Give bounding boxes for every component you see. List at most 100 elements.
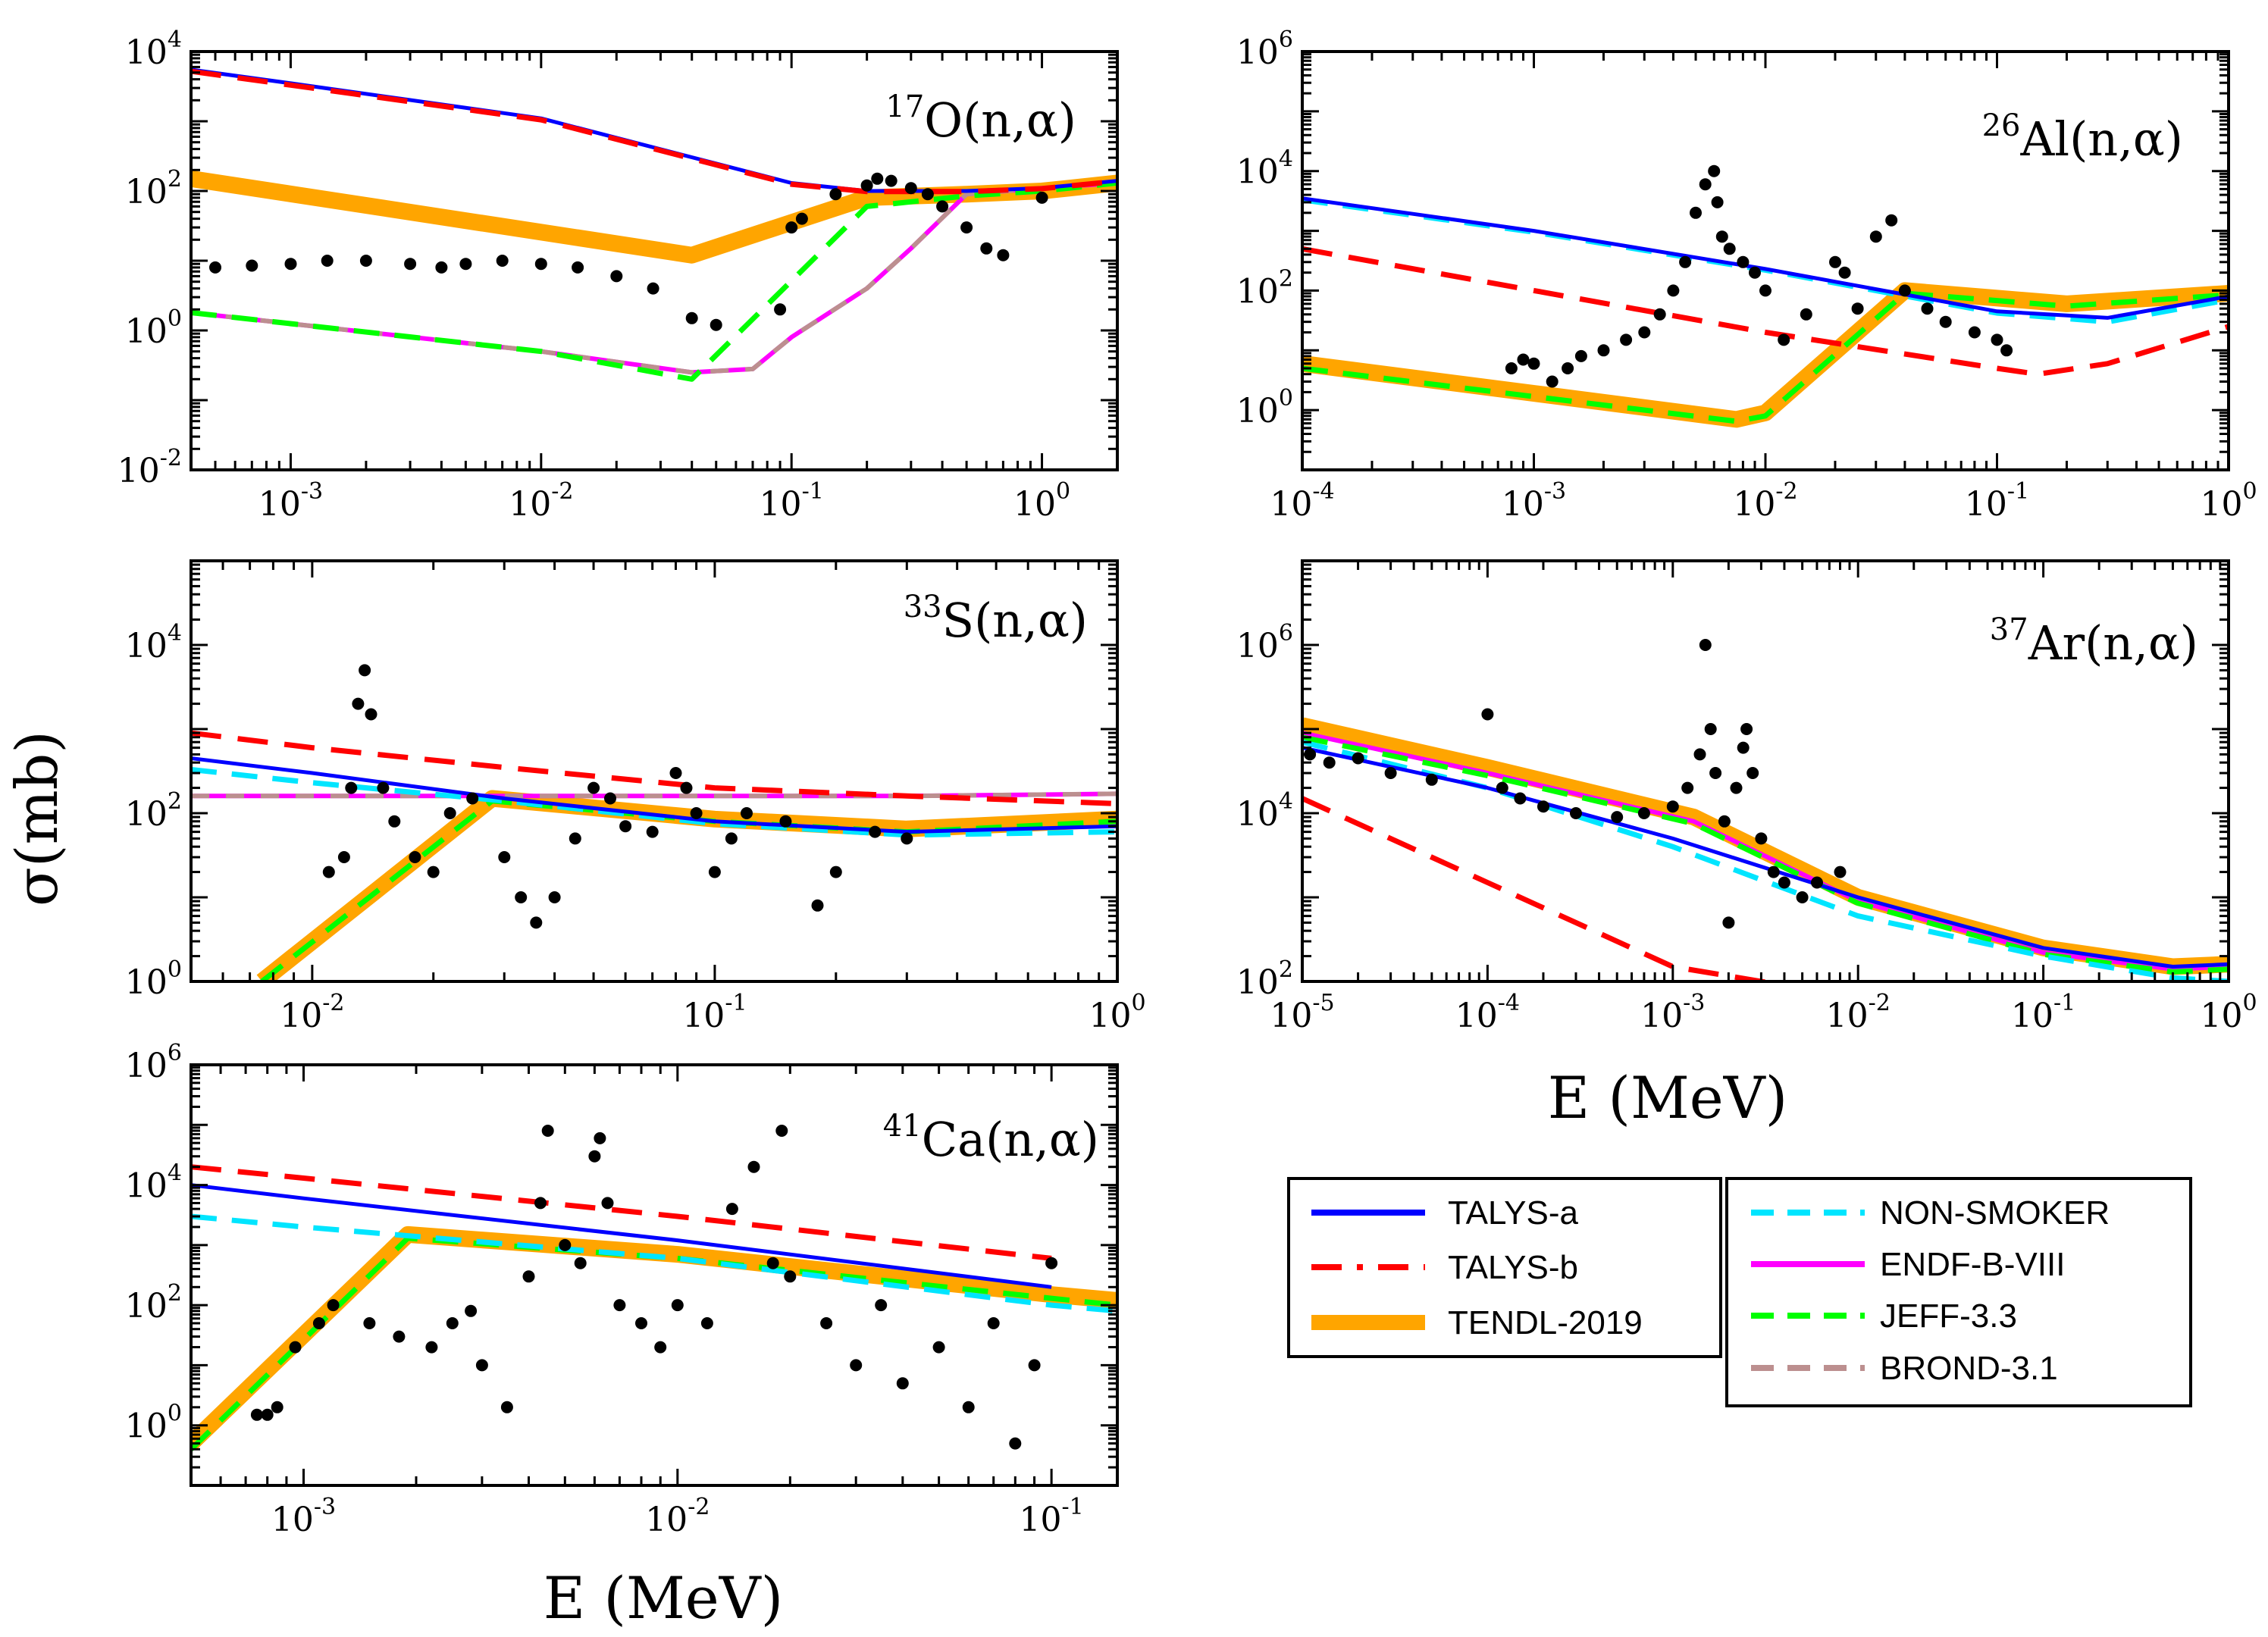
experimental-point [1481, 708, 1494, 721]
experimental-point [1667, 284, 1680, 297]
experimental-point [725, 832, 738, 845]
experimental-point [359, 255, 372, 267]
experimental-point [1352, 752, 1364, 765]
x-tick-label: 10-2 [645, 1494, 710, 1539]
x-tick-label: 10-1 [682, 990, 747, 1035]
experimental-point [1009, 1437, 1022, 1450]
experimental-point [388, 815, 401, 828]
x-tick-label: 100 [1013, 478, 1070, 524]
experimental-point [1939, 315, 1952, 328]
experimental-point [1991, 333, 2003, 346]
y-tick-label: 100 [125, 956, 182, 1002]
experimental-point [1730, 781, 1743, 794]
x-tick-label: 10-3 [1640, 990, 1705, 1035]
experimental-point [1796, 891, 1809, 903]
experimental-point [1811, 876, 1823, 889]
plot-area [191, 664, 1117, 981]
experimental-point [246, 259, 258, 272]
experimental-point [671, 1299, 684, 1312]
experimental-point [646, 825, 659, 838]
experimental-point [365, 708, 377, 721]
experimental-point [1898, 284, 1911, 297]
series-tendl-2019 [191, 1225, 1117, 1450]
experimental-point [1723, 243, 1736, 255]
x-tick-label: 10-3 [258, 478, 323, 524]
experimental-point [921, 188, 934, 201]
legend-label-talys-a: TALYS-a [1448, 1194, 1579, 1232]
experimental-point [1527, 357, 1540, 370]
legend-label-endf-b-viii: ENDF-B-VIII [1880, 1246, 2065, 1283]
experimental-point [209, 261, 221, 274]
series-non-smoker [191, 766, 1117, 838]
experimental-point [1514, 792, 1527, 805]
y-tick-label: 104 [1236, 146, 1293, 192]
legend-label-non-smoker: NON-SMOKER [1880, 1194, 2110, 1232]
series-talys-a [1302, 746, 2229, 969]
experimental-point [1384, 767, 1397, 779]
series-jeff-3-3 [1302, 734, 2229, 975]
plot-area [1302, 639, 2229, 981]
experimental-point [774, 303, 787, 316]
experimental-point [466, 792, 479, 805]
experimental-point [1711, 196, 1724, 208]
experimental-point [785, 221, 798, 234]
experimental-point [1570, 807, 1582, 819]
experimental-point [700, 1317, 713, 1329]
x-tick-label: 10-3 [271, 1494, 336, 1539]
experimental-point [322, 865, 335, 878]
experimental-point [775, 1125, 788, 1137]
experimental-point [404, 258, 417, 271]
x-tick-label: 100 [1089, 990, 1145, 1035]
experimental-point [327, 1299, 340, 1312]
experimental-point [1800, 308, 1812, 321]
experimental-point [1637, 807, 1650, 819]
series-jeff-3-3 [1302, 290, 2229, 424]
experimental-point [289, 1341, 302, 1354]
x-tick-label: 10-2 [1826, 990, 1891, 1035]
legend-label-jeff-3-3: JEFF-3.3 [1880, 1297, 2017, 1335]
panels: 10-3 10-2 10-1 100 10-2 100 102 104 17O(n,α) 10-4… [117, 27, 2257, 1539]
experimental-point [312, 1317, 325, 1329]
experimental-point [359, 664, 371, 677]
experimental-point [559, 1238, 572, 1251]
plot-frame [190, 1063, 1119, 1487]
x-tick-label: 100 [2200, 990, 2257, 1035]
legend-right: NON-SMOKER ENDF-B-VIII JEFF-3.3 BROND-3.… [1725, 1177, 2192, 1407]
experimental-point [784, 1270, 797, 1283]
y-tick-label: 106 [125, 1040, 182, 1085]
panel-2: 10-4 10-3 10-2 10-1 100 100 102 104 106 26Al(n,α) [1236, 27, 2257, 524]
experimental-point [860, 179, 873, 192]
experimental-point [850, 1359, 863, 1372]
experimental-point [1562, 362, 1574, 374]
y-tick-label: 102 [1236, 265, 1293, 311]
series-brond-3-1 [191, 180, 1117, 375]
y-tick-label: 104 [125, 27, 182, 72]
experimental-point [1709, 767, 1722, 779]
x-tick-label: 10-1 [1965, 478, 2029, 524]
panel-1: 10-3 10-2 10-1 100 10-2 100 102 104 17O(n,α) [117, 27, 1119, 524]
experimental-point [345, 781, 358, 794]
legend-label-brond-3-1: BROND-3.1 [1880, 1350, 2058, 1387]
experimental-point [1921, 302, 1934, 315]
x-tick-label: 100 [2200, 478, 2257, 524]
experimental-point [869, 825, 882, 838]
experimental-point [1597, 344, 1610, 357]
experimental-point [1778, 876, 1790, 889]
experimental-point [446, 1317, 459, 1329]
experimental-point [498, 851, 511, 863]
experimental-point [1885, 214, 1898, 227]
experimental-point [522, 1270, 535, 1283]
experimental-point [569, 832, 581, 845]
experimental-point [1737, 255, 1750, 268]
y-tick-label: 100 [125, 305, 182, 351]
plot-area [191, 67, 1117, 382]
experimental-point [811, 899, 824, 912]
experimental-point [904, 182, 917, 195]
reaction-label: 37Ar(n,α) [1990, 612, 2198, 671]
experimental-point [766, 1257, 779, 1269]
y-tick-label: 102 [125, 1280, 182, 1326]
series-non-smoker [191, 1213, 1117, 1314]
experimental-point [1968, 326, 1981, 339]
experimental-point [980, 242, 993, 255]
experimental-point [1699, 639, 1712, 651]
